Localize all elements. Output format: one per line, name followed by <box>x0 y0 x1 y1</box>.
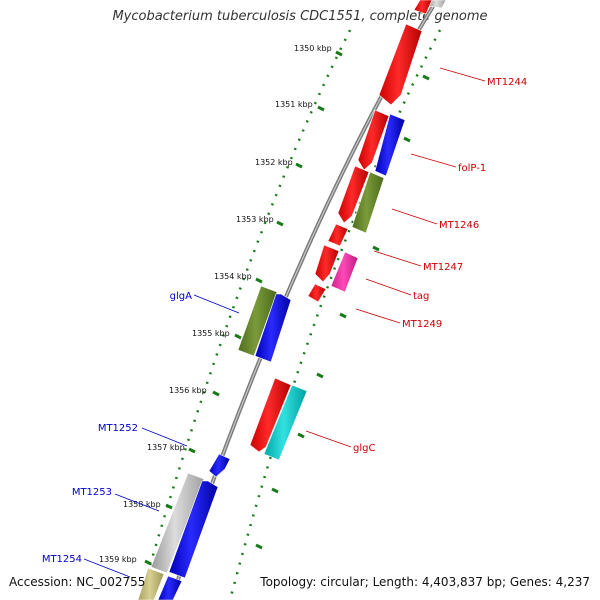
tick-label: 1351 kbp <box>275 100 313 109</box>
guide-tick <box>372 245 380 252</box>
tick-label: 1356 kbp <box>169 386 207 395</box>
gene-label-glga: glgA <box>170 291 192 302</box>
reverse-genes <box>137 285 292 600</box>
leader-folp1 <box>410 153 457 168</box>
genes-value: 4,237 <box>555 575 590 589</box>
gene-label-mt1246: MT1246 <box>439 220 479 231</box>
gene-label-mt1253: MT1253 <box>72 487 112 498</box>
gene-arrow-folp1-blue <box>374 113 406 177</box>
guide-tick <box>316 372 324 379</box>
gene-arrow-mt1253-gray <box>150 472 205 574</box>
tick-label: 1355 kbp <box>192 329 230 338</box>
tick-mark <box>255 277 263 284</box>
accession-value: NC_002755 <box>76 575 146 589</box>
gene-label-glgc: glgC <box>353 443 375 454</box>
tick-mark <box>188 447 196 454</box>
gene-arrow-tag <box>330 251 359 293</box>
gene-arrow-mt1246-olive <box>351 171 385 234</box>
leader-mt1244 <box>439 67 486 82</box>
tick-ring <box>138 29 352 600</box>
tick-mark <box>144 559 152 566</box>
leader-mt1254 <box>83 558 131 578</box>
tick-label: 1359 kbp <box>99 555 137 564</box>
forward-guide-ticks <box>255 74 430 550</box>
leader-mt1247 <box>373 250 422 267</box>
separator: ; <box>364 575 369 589</box>
guide-tick <box>297 432 305 439</box>
gene-label-mt1247: MT1247 <box>423 262 463 273</box>
gene-label-mt1249: MT1249 <box>402 319 442 330</box>
gene-arrow-folp1-red <box>357 109 390 171</box>
guide-tick <box>255 543 263 550</box>
gene-arrow-mt1249 <box>307 283 327 303</box>
length-value: 4,403,837 bp <box>421 575 502 589</box>
gene-label-mt1252: MT1252 <box>98 423 138 434</box>
tick-label: 1353 kbp <box>236 215 274 224</box>
gene-arrow-small-red <box>327 223 349 247</box>
gene-arrow-glga-olive <box>237 285 278 357</box>
leader-glga <box>193 294 240 314</box>
guide-tick <box>403 136 411 143</box>
tick-mark <box>165 503 173 510</box>
leader-mt1253 <box>114 493 160 512</box>
tick-label: 1350 kbp <box>294 44 332 53</box>
gene-arrow-mt1252 <box>208 453 231 478</box>
leader-mt1249 <box>355 308 401 324</box>
leader-tag <box>365 278 412 296</box>
leader-lines <box>83 67 486 578</box>
gene-arrow-mt1244 <box>378 23 423 106</box>
tick-label: 1354 kbp <box>214 272 252 281</box>
accession-footer: Accession: NC_002755 <box>9 575 145 589</box>
genes-label: Genes: <box>509 575 552 589</box>
gene-arrow-top-red <box>413 0 433 15</box>
genome-stats-footer: Topology: circular; Length: 4,403,837 bp… <box>260 575 590 589</box>
gene-arrow-mt1254-khaki <box>137 567 165 600</box>
gene-arrow-glga-blue <box>254 293 292 363</box>
gene-label-tag: tag <box>413 291 429 302</box>
gene-arrow-mt1253-blue <box>168 480 219 579</box>
gene-arrow-mt1246-red <box>337 165 370 224</box>
tick-label: 1352 kbp <box>255 158 293 167</box>
gene-label-folp1: folP-1 <box>458 163 486 174</box>
gene-label-mt1244: MT1244 <box>487 77 527 88</box>
tick-labels: 1350 kbp 1351 kbp 1352 kbp 1353 kbp 1354… <box>99 44 343 566</box>
track-guides <box>138 29 442 600</box>
tick-mark <box>317 105 325 112</box>
tick-mark <box>234 333 242 340</box>
leader-mt1246 <box>391 208 438 225</box>
guide-tick <box>422 74 430 81</box>
tick-label: 1357 kbp <box>147 443 185 452</box>
separator: ; <box>501 575 507 589</box>
leader-glgc <box>305 430 352 448</box>
forward-track-guide <box>228 29 442 600</box>
gene-labels: MT1244 folP-1 MT1246 MT1247 tag MT1249 g… <box>42 77 527 565</box>
map-title: Mycobacterium tuberculosis CDC1551, comp… <box>112 9 488 24</box>
guide-tick <box>271 487 279 494</box>
forward-genes <box>249 0 447 461</box>
tick-mark <box>276 220 284 227</box>
gene-arrow-mt1247 <box>314 244 340 283</box>
tick-mark <box>295 162 303 169</box>
gene-arrow-mt1254-blue <box>157 575 183 600</box>
length-label: Length: <box>372 575 419 589</box>
topology-label: Topology: <box>260 575 317 589</box>
gene-label-mt1254: MT1254 <box>42 554 82 565</box>
tick-mark <box>335 50 343 57</box>
tick-mark <box>212 390 220 397</box>
topology-value: circular <box>320 575 365 589</box>
gene-arrow-glgc-cyan <box>263 384 308 461</box>
gene-arrow-glgc-red <box>249 377 292 453</box>
accession-label: Accession: <box>9 575 73 589</box>
guide-tick <box>339 312 347 319</box>
leader-mt1252 <box>141 427 188 447</box>
